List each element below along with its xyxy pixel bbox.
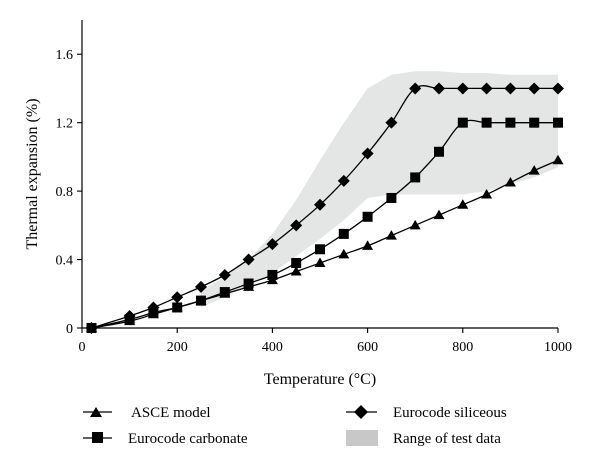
- x-tick-label-200: 200: [167, 340, 188, 355]
- legend-item-asce: ASCE model: [83, 405, 211, 421]
- point-square-250: [196, 295, 206, 306]
- x-axis-label: Temperature (°C): [264, 371, 376, 388]
- point-diamond-450: [290, 219, 303, 232]
- point-diamond-800: [456, 82, 469, 95]
- point-triangle-450: [290, 266, 302, 276]
- test-data-range-area: [201, 71, 558, 308]
- y-tick-label-0.4: 0.4: [56, 254, 74, 269]
- y-tick-label-1.6: 1.6: [56, 48, 74, 63]
- point-triangle-550: [338, 248, 350, 259]
- point-triangle-650: [385, 230, 397, 240]
- point-diamond-900: [504, 82, 517, 95]
- ticks: 0 200 400 600 800 1000 0 0.4 0.8 1.2 1.6: [56, 48, 573, 355]
- point-diamond-950: [528, 82, 541, 95]
- point-diamond-600: [361, 147, 374, 160]
- point-diamond-200: [171, 291, 184, 304]
- point-square-400: [267, 269, 278, 280]
- point-diamond-550: [337, 174, 350, 187]
- point-triangle-600: [362, 240, 374, 250]
- point-square-1000: [553, 117, 563, 128]
- legend-label-carbonate: Eurocode carbonate: [128, 431, 248, 447]
- point-triangle-800: [457, 199, 469, 209]
- x-tick-label-0: 0: [79, 340, 86, 355]
- point-square-900: [505, 117, 516, 128]
- y-tick-label-1.2: 1.2: [56, 117, 74, 132]
- point-diamond-1000: [552, 82, 564, 95]
- point-square-600: [362, 211, 373, 222]
- legend: ASCE model Eurocode carbonate Eurocode s…: [83, 405, 507, 447]
- point-triangle-500: [314, 257, 326, 267]
- point-triangle-850: [481, 189, 493, 199]
- point-square-200: [172, 302, 183, 313]
- point-triangle-950: [528, 165, 540, 175]
- point-diamond-300: [218, 268, 231, 281]
- point-square-850: [481, 117, 492, 128]
- legend-diamond-marker: [354, 405, 368, 419]
- x-tick-label-1000: 1000: [544, 340, 572, 355]
- point-diamond-250: [195, 280, 207, 293]
- point-square-950: [529, 117, 540, 128]
- point-diamond-500: [314, 198, 326, 211]
- y-axis-label: Thermal expansion (%): [24, 98, 41, 249]
- point-diamond-150: [147, 301, 160, 314]
- point-square-650: [386, 192, 397, 203]
- point-square-300: [219, 287, 230, 298]
- axes: [81, 20, 558, 329]
- legend-square-marker: [92, 432, 103, 443]
- point-triangle-700: [409, 219, 421, 230]
- y-tick-label-0.8: 0.8: [56, 185, 74, 200]
- legend-item-carbonate: Eurocode carbonate: [83, 431, 248, 447]
- point-square-500: [315, 244, 325, 255]
- point-square-750: [434, 146, 444, 157]
- point-triangle-900: [504, 177, 516, 187]
- y-tick-label-0: 0: [66, 322, 73, 337]
- point-diamond-650: [385, 116, 398, 129]
- legend-label-siliceous: Eurocode siliceous: [393, 405, 507, 421]
- x-tick-label-800: 800: [452, 340, 473, 355]
- legend-label-range: Range of test data: [393, 431, 501, 447]
- point-diamond-750: [433, 82, 445, 95]
- point-diamond-400: [266, 238, 279, 251]
- legend-label-asce: ASCE model: [131, 405, 211, 421]
- point-square-350: [243, 278, 254, 289]
- x-tick-label-600: 600: [357, 340, 378, 355]
- point-square-800: [457, 117, 468, 128]
- point-square-700: [410, 172, 421, 183]
- point-triangle-750: [433, 209, 445, 220]
- point-triangle-1000: [552, 154, 564, 165]
- point-diamond-100: [123, 310, 136, 323]
- test-data-range-band: [201, 71, 558, 308]
- series-markers: [85, 82, 564, 334]
- legend-item-range: Range of test data: [346, 430, 501, 447]
- point-diamond-850: [480, 82, 493, 95]
- point-diamond-350: [242, 253, 255, 266]
- point-diamond-700: [409, 82, 422, 95]
- point-square-550: [338, 228, 349, 239]
- legend-range-swatch: [346, 430, 378, 446]
- point-square-450: [291, 257, 302, 268]
- x-tick-label-400: 400: [262, 340, 283, 355]
- legend-item-siliceous: Eurocode siliceous: [346, 405, 507, 421]
